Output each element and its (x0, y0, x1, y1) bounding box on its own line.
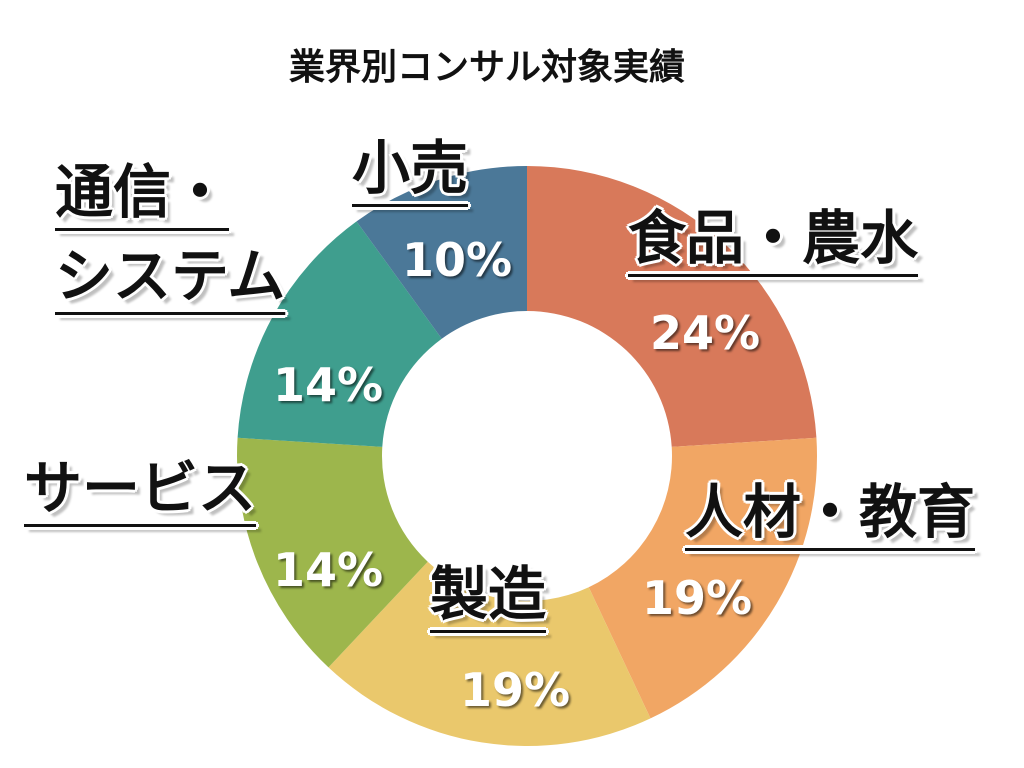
value-label: 14% (272, 358, 384, 412)
donut-segment (237, 437, 428, 668)
category-label: 通信・ システム (55, 158, 286, 310)
category-label: 食品・農水 (628, 204, 919, 272)
chart-title: 業界別コンサル対象実績 (288, 47, 685, 88)
value-label: 14% (272, 543, 384, 597)
value-label: 10% (401, 233, 513, 287)
value-label: 19% (459, 663, 571, 717)
donut-segment (527, 166, 817, 447)
value-label: 24% (649, 306, 761, 360)
value-label: 19% (641, 571, 753, 625)
category-label: 人材・教育 (685, 478, 976, 546)
donut-segment (237, 221, 442, 447)
category-label: 製造 (430, 560, 547, 628)
category-label: サービス (24, 454, 257, 522)
category-label: 小売 (352, 134, 469, 202)
donut-segment (328, 561, 651, 746)
donut-segment (588, 437, 817, 719)
donut-segment (356, 166, 527, 339)
